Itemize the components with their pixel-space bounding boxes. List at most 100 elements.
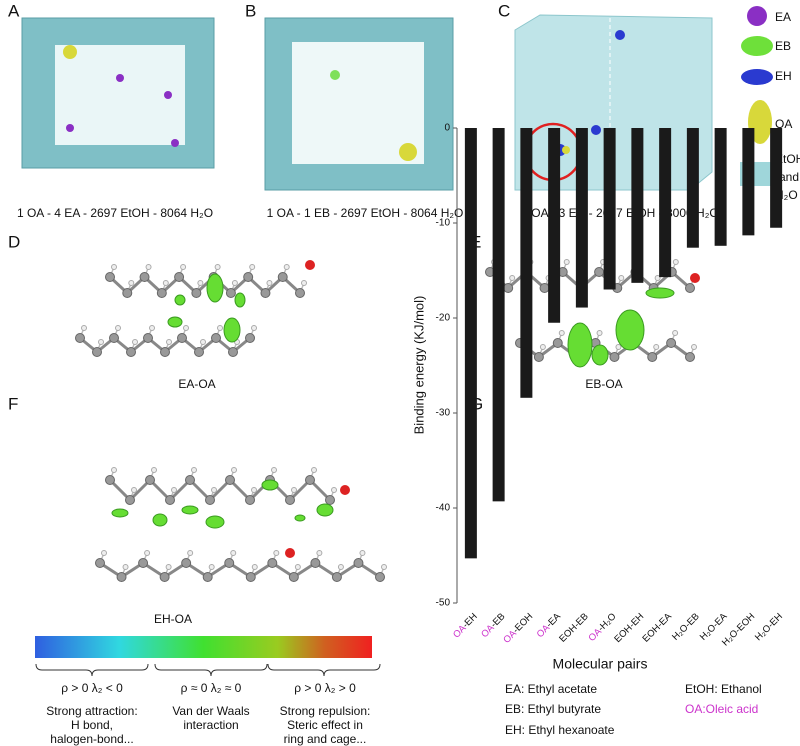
atom	[165, 495, 175, 505]
hydrogen	[144, 550, 151, 556]
atom	[138, 558, 149, 568]
bar	[492, 128, 505, 502]
water-box-inner	[292, 42, 424, 164]
hydrogen	[111, 467, 117, 473]
hydrogen	[558, 330, 565, 336]
atom	[277, 272, 288, 282]
bar	[659, 128, 672, 278]
atom	[191, 288, 202, 298]
atom	[285, 495, 295, 505]
hydrogen	[283, 264, 290, 270]
abbreviation: OA:Oleic acid	[685, 702, 758, 716]
hydrogen	[183, 325, 189, 331]
atom	[105, 475, 115, 485]
hydrogen	[211, 487, 217, 493]
hydrogen	[596, 330, 603, 336]
atom	[267, 558, 278, 568]
hydrogen	[98, 339, 104, 345]
atom	[95, 558, 105, 568]
atom	[159, 572, 170, 582]
caption: EA-OA	[178, 377, 215, 391]
hydrogen	[122, 564, 129, 570]
atom	[685, 283, 695, 293]
isosurface	[567, 322, 593, 368]
description: interaction	[183, 718, 238, 732]
bar	[714, 128, 727, 246]
x-tick-label: EOH-EA	[640, 611, 674, 645]
x-tick-label: EOH-EB	[557, 611, 591, 645]
bar	[742, 128, 755, 236]
legend-icon	[741, 36, 773, 56]
isosurface	[294, 514, 306, 522]
atom	[211, 333, 221, 343]
molecule	[615, 30, 625, 40]
hydrogen	[128, 280, 135, 286]
abbreviation: EH: Ethyl hexanoate	[505, 723, 615, 737]
atom	[202, 572, 213, 582]
legend-label: EH	[775, 69, 792, 83]
x-tick-label: OA-EH	[451, 611, 480, 640]
hydrogen	[316, 550, 323, 556]
isosurface	[152, 513, 168, 527]
atom	[533, 352, 544, 362]
y-tick-label: -20	[436, 313, 451, 324]
bar	[603, 128, 616, 290]
legend-icon	[741, 69, 773, 85]
bar	[575, 128, 588, 308]
hydrogen	[131, 487, 137, 493]
hydrogen	[231, 467, 237, 473]
atom	[295, 288, 305, 298]
atom	[109, 333, 119, 343]
atom	[92, 347, 102, 357]
atom	[225, 475, 235, 485]
molecule	[66, 124, 74, 132]
atom	[205, 495, 215, 505]
caption: EH-OA	[154, 612, 192, 626]
isosurface	[316, 503, 334, 517]
atom	[594, 267, 605, 277]
molecule	[399, 143, 417, 161]
hydrogen	[101, 550, 107, 556]
oxygen	[285, 548, 295, 558]
brace	[35, 663, 149, 677]
caption: 1 OA - 4 EA - 2697 EtOH - 8064 H₂O	[17, 206, 213, 220]
molecule	[591, 125, 601, 135]
atom	[609, 352, 620, 362]
y-tick-label: -40	[436, 503, 451, 514]
isosurface	[205, 515, 225, 529]
panel-label: B	[245, 1, 256, 20]
atom	[224, 558, 235, 568]
molecule	[171, 139, 179, 147]
description: H bond,	[71, 718, 113, 732]
molecule-drawings	[75, 259, 700, 582]
hydrogen	[654, 275, 661, 281]
hydrogen	[200, 339, 206, 345]
hydrogen	[301, 280, 307, 286]
hydrogen	[618, 275, 625, 281]
hydrogen	[251, 487, 257, 493]
hydrogen	[331, 487, 337, 493]
atom	[145, 475, 155, 485]
hydrogen	[691, 344, 697, 350]
hydrogen	[337, 564, 344, 570]
atom	[228, 347, 238, 357]
hydrogen	[251, 325, 257, 331]
atom	[647, 352, 658, 362]
isosurface	[615, 309, 645, 351]
isosurface	[111, 508, 129, 518]
atom	[539, 283, 550, 293]
atom	[245, 495, 255, 505]
molecule	[164, 91, 172, 99]
isosurface	[234, 292, 246, 308]
legend-label: OA	[775, 117, 792, 131]
oxygen	[305, 260, 315, 270]
panel-label: D	[8, 232, 20, 251]
hydrogen	[197, 280, 204, 286]
hydrogen	[230, 550, 237, 556]
atom	[288, 572, 299, 582]
atom	[126, 347, 136, 357]
hydrogen	[111, 264, 117, 270]
x-tick-label: H₂O-EH	[753, 611, 785, 643]
atom	[666, 338, 677, 348]
hydrogen	[249, 264, 256, 270]
